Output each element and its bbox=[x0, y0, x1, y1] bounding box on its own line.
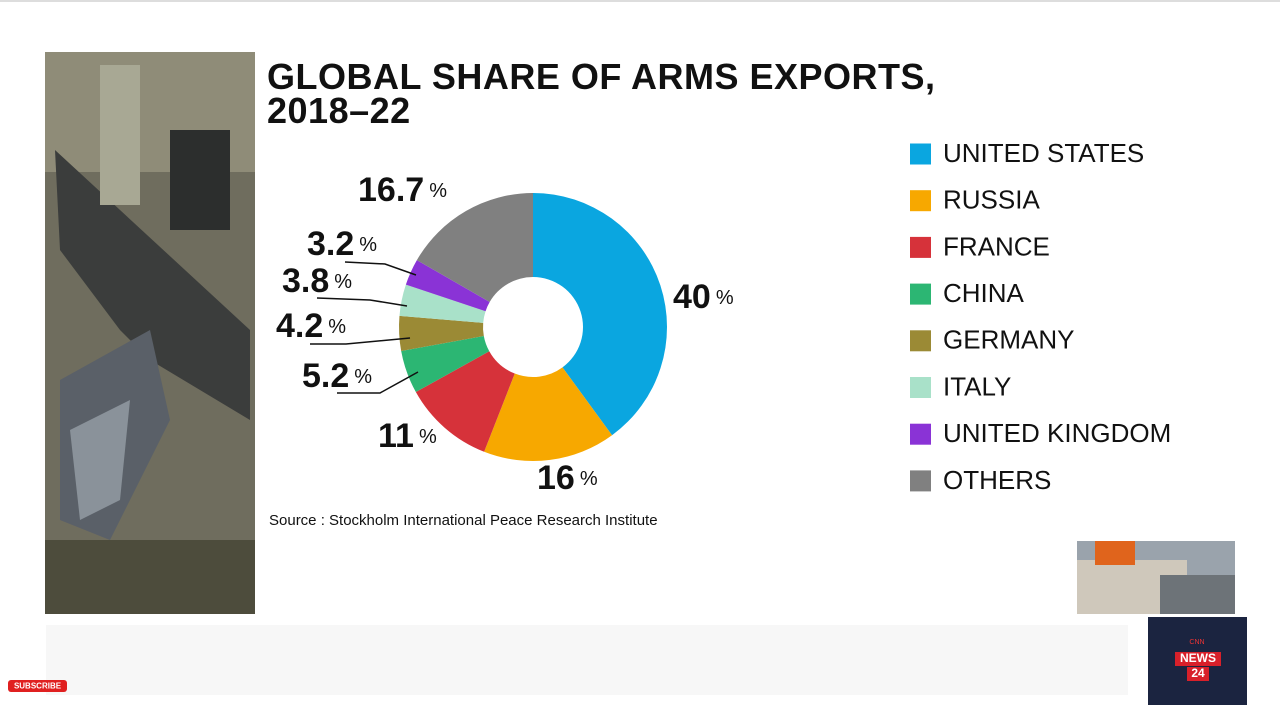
source: Source : Stockholm International Peace R… bbox=[269, 512, 658, 529]
value-unit: % bbox=[328, 316, 346, 338]
subscribe-label[interactable]: SUBSCRIBE bbox=[14, 682, 62, 691]
slice bbox=[401, 335, 490, 393]
chart-title: GLOBAL SHARE OF ARMS EXPORTS, 2018–22 bbox=[267, 56, 936, 131]
value-label: 40% bbox=[673, 278, 734, 316]
slice bbox=[533, 193, 667, 436]
leader-line bbox=[310, 337, 411, 345]
value-label: 16.7% bbox=[358, 171, 447, 209]
value-number: 3.2 bbox=[307, 225, 354, 263]
legend-swatch bbox=[910, 143, 931, 165]
legend-label: CHINA bbox=[943, 278, 1025, 308]
legend-swatch bbox=[910, 236, 931, 258]
value-unit: % bbox=[354, 366, 372, 388]
legend-swatch bbox=[910, 283, 931, 305]
leader-line bbox=[316, 297, 408, 307]
value-number: 5.2 bbox=[302, 357, 349, 395]
value-number: 3.8 bbox=[282, 262, 329, 300]
slice bbox=[398, 315, 484, 352]
legend-swatch bbox=[910, 470, 931, 492]
logo: CNN NEWS 24 bbox=[1148, 617, 1247, 705]
logo-bottom: 24 bbox=[1191, 666, 1205, 680]
value-label: 16% bbox=[537, 459, 598, 497]
value-number: 40 bbox=[673, 278, 711, 316]
value-label: 4.2% bbox=[276, 307, 346, 345]
value-label: 3.8% bbox=[282, 262, 352, 300]
legend-label: UNITED KINGDOM bbox=[943, 418, 1171, 448]
legend-label: GERMANY bbox=[943, 325, 1074, 355]
slice bbox=[484, 367, 613, 461]
value-number: 11 bbox=[378, 417, 414, 455]
photo bbox=[45, 52, 255, 614]
value-unit: % bbox=[580, 468, 598, 490]
top-border bbox=[0, 0, 1280, 2]
logo-top: CNN bbox=[1189, 639, 1204, 646]
legend-swatch bbox=[910, 330, 931, 352]
value-label: 3.2% bbox=[307, 225, 377, 263]
value-unit: % bbox=[429, 180, 447, 202]
slice bbox=[416, 193, 533, 303]
value-label: 11% bbox=[378, 417, 437, 455]
legend-label: FRANCE bbox=[943, 231, 1050, 261]
slice bbox=[415, 351, 515, 452]
value-number: 16 bbox=[537, 459, 575, 497]
legend-swatch bbox=[910, 423, 931, 445]
legend-swatch bbox=[910, 190, 931, 212]
legend-swatch bbox=[910, 377, 931, 398]
slice bbox=[405, 260, 490, 312]
caption-strip bbox=[46, 625, 1128, 695]
legend-label: UNITED STATES bbox=[943, 138, 1144, 168]
subscribe-button[interactable]: SUBSCRIBE bbox=[8, 680, 67, 692]
legend-label: ITALY bbox=[943, 371, 1011, 401]
leader-line bbox=[344, 261, 417, 276]
value-unit: % bbox=[716, 287, 734, 309]
logo-middle: NEWS bbox=[1180, 651, 1216, 665]
value-number: 4.2 bbox=[276, 307, 323, 345]
value-unit: % bbox=[334, 271, 352, 293]
value-label: 5.2% bbox=[302, 357, 372, 395]
legend-label: RUSSIA bbox=[943, 185, 1040, 215]
value-number: 16.7 bbox=[358, 171, 424, 209]
leader-line bbox=[337, 371, 419, 394]
legend-label: OTHERS bbox=[943, 465, 1051, 495]
value-unit: % bbox=[359, 234, 377, 256]
slice bbox=[399, 284, 486, 323]
value-unit: % bbox=[419, 426, 437, 448]
thumbnail bbox=[1077, 541, 1235, 614]
